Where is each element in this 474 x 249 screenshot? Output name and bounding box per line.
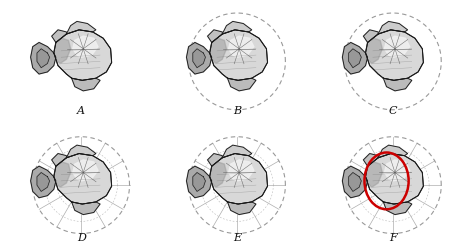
Polygon shape	[186, 166, 212, 198]
Polygon shape	[54, 154, 112, 204]
Polygon shape	[52, 154, 66, 166]
Polygon shape	[73, 36, 98, 57]
Text: A: A	[77, 106, 85, 116]
Polygon shape	[210, 154, 267, 204]
Polygon shape	[349, 173, 361, 191]
Polygon shape	[66, 21, 96, 34]
Polygon shape	[365, 30, 423, 80]
Polygon shape	[365, 154, 423, 204]
Polygon shape	[37, 173, 50, 191]
Polygon shape	[193, 49, 205, 68]
Polygon shape	[365, 162, 383, 187]
Polygon shape	[73, 160, 98, 181]
Polygon shape	[342, 166, 368, 198]
Polygon shape	[364, 30, 378, 43]
Polygon shape	[193, 173, 205, 191]
Polygon shape	[66, 145, 96, 158]
Polygon shape	[228, 36, 254, 57]
Polygon shape	[228, 160, 254, 181]
Polygon shape	[72, 78, 100, 91]
Polygon shape	[31, 43, 56, 74]
Polygon shape	[210, 30, 267, 80]
Text: F: F	[389, 233, 397, 243]
Polygon shape	[54, 162, 71, 187]
Polygon shape	[349, 49, 361, 68]
Polygon shape	[342, 43, 368, 74]
Polygon shape	[228, 202, 256, 215]
Text: B: B	[233, 106, 241, 116]
Text: C: C	[389, 106, 397, 116]
Polygon shape	[210, 162, 227, 187]
Polygon shape	[228, 78, 256, 91]
Polygon shape	[31, 166, 56, 198]
Polygon shape	[37, 49, 50, 68]
Polygon shape	[72, 202, 100, 215]
Polygon shape	[383, 78, 412, 91]
Polygon shape	[54, 30, 112, 80]
Polygon shape	[384, 160, 410, 181]
Polygon shape	[365, 38, 383, 63]
Polygon shape	[364, 154, 378, 166]
Polygon shape	[186, 43, 212, 74]
Polygon shape	[222, 145, 252, 158]
Polygon shape	[52, 30, 66, 43]
Polygon shape	[383, 202, 412, 215]
Polygon shape	[384, 36, 410, 57]
Polygon shape	[208, 30, 222, 43]
Polygon shape	[378, 145, 408, 158]
Polygon shape	[378, 21, 408, 34]
Polygon shape	[54, 38, 71, 63]
Polygon shape	[222, 21, 252, 34]
Polygon shape	[208, 154, 222, 166]
Text: D: D	[77, 233, 86, 243]
Polygon shape	[210, 38, 227, 63]
Text: E: E	[233, 233, 241, 243]
